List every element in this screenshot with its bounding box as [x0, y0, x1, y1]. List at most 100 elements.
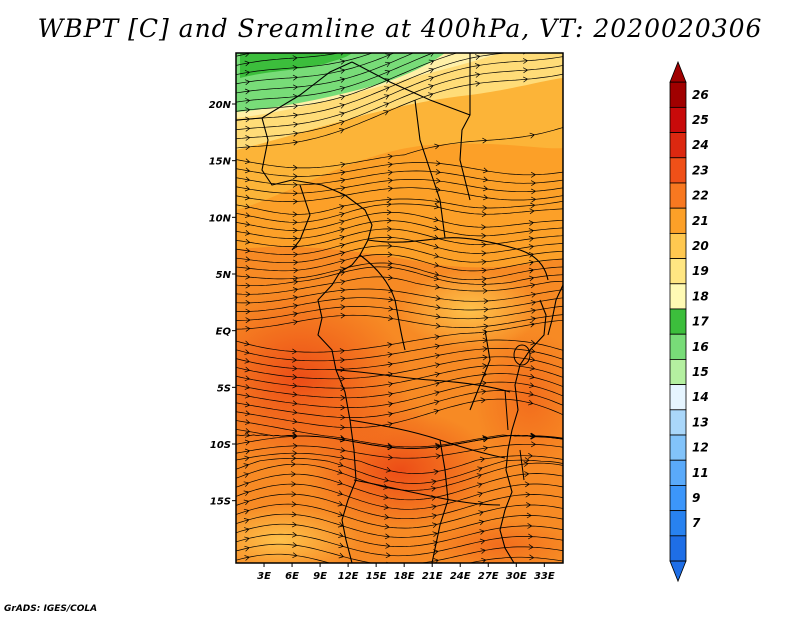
colorbar-label: 17 [692, 315, 709, 329]
lat-tick-label: 15S [210, 497, 231, 508]
colorbar-label: 14 [692, 390, 709, 404]
colorbar-label: 9 [692, 491, 700, 505]
colorbar-label: 11 [692, 466, 709, 480]
streamline [236, 542, 563, 563]
colorbar-label: 23 [692, 163, 709, 177]
colorbar-bottom-arrow [669, 560, 687, 583]
colorbar-segment [669, 207, 687, 234]
colorbar-label: 12 [692, 441, 709, 455]
streamlines [226, 0, 575, 603]
streamline [236, 346, 563, 373]
grads-credit: GrADS: IGES/COLA [4, 604, 98, 614]
colorbar-segment [669, 434, 687, 461]
chart-title: WBPT [C] and Sreamline at 400hPa, VT: 20… [37, 14, 763, 43]
streamline [236, 491, 563, 520]
streamline [236, 177, 563, 197]
map-frame [235, 52, 564, 564]
colorbar-segment [669, 283, 687, 310]
lat-tick-label: 20N [209, 100, 232, 111]
streamline [236, 552, 563, 563]
colorbar: 7 9 11 12 13 14 15 16 17 18 19 20 21 22 23 24 25 26 [669, 60, 709, 583]
colorbar-label: 25 [692, 113, 709, 127]
colorbar-segment [669, 232, 687, 259]
colorbar-label: 16 [692, 340, 709, 354]
colorbar-segment [669, 535, 687, 562]
streamline [236, 450, 563, 475]
streamline [236, 274, 563, 298]
streamline [236, 304, 563, 324]
lon-ticks: 3E 6E 9E 12E 15E 18E 21E 24E 27E 30E 33E [257, 563, 555, 582]
streamline [236, 56, 563, 132]
lon-tick-label: 3E [257, 571, 271, 582]
colorbar-label: 13 [692, 415, 709, 429]
streamline [226, 0, 574, 32]
streamline [236, 201, 563, 226]
streamline [236, 531, 563, 559]
lat-tick-label: EQ [216, 327, 232, 338]
lon-tick-label: 6E [285, 571, 299, 582]
lat-tick-label: 5N [216, 270, 232, 281]
streamline [236, 226, 563, 250]
streamline [226, 583, 575, 603]
colorbar-label: 20 [692, 239, 709, 253]
colorbar-label: 15 [692, 365, 709, 379]
lon-tick-label: 12E [338, 571, 359, 582]
streamline [236, 354, 563, 382]
colorbar-segment [669, 182, 687, 209]
lat-tick-label: 10N [209, 213, 232, 224]
streamline [236, 196, 563, 218]
streamline [236, 380, 563, 411]
streamline [226, 0, 574, 41]
lon-tick-label: 21E [422, 571, 443, 582]
streamline [236, 319, 563, 355]
lon-tick-label: 33E [534, 571, 555, 582]
streamline [236, 251, 563, 274]
lon-tick-label: 18E [394, 571, 415, 582]
streamline [236, 65, 563, 141]
streamline [236, 397, 563, 431]
streamline [236, 127, 563, 171]
lat-ticks: 20N 15N 10N 5N EQ 5S 10S 15S [209, 100, 236, 508]
colorbar-segment [669, 132, 687, 159]
streamline [236, 73, 563, 150]
colorbar-segment [669, 359, 687, 386]
lon-tick-label: 27E [478, 571, 499, 582]
lat-tick-label: 15N [209, 157, 232, 168]
streamline [236, 260, 563, 282]
colorbar-label: 26 [692, 88, 709, 102]
colorbar-segment [669, 157, 687, 184]
coastlines-borders [236, 53, 563, 563]
colorbar-segment [669, 81, 687, 108]
colorbar-label: 18 [692, 289, 709, 303]
streamline [236, 53, 344, 67]
streamline [236, 160, 563, 180]
streamline [236, 461, 563, 492]
colorbar-top-arrow [669, 60, 687, 83]
colorbar-segment [669, 308, 687, 335]
streamline [236, 287, 563, 306]
colorbar-label: 7 [692, 516, 701, 530]
colorbar-segment [669, 106, 687, 133]
streamline [236, 264, 563, 289]
lon-tick-label: 9E [313, 571, 327, 582]
streamline [236, 53, 396, 86]
colorbar-label: 22 [692, 189, 709, 203]
streamline [236, 441, 563, 461]
streamline [236, 455, 563, 485]
streamline [236, 53, 374, 76]
streamline [236, 217, 563, 242]
streamline [236, 371, 563, 401]
lon-tick-label: 24E [450, 571, 471, 582]
streamline [226, 0, 574, 23]
lon-tick-label: 30E [506, 571, 527, 582]
streamline [236, 53, 253, 57]
colorbar-segment [669, 258, 687, 285]
streamline [236, 388, 563, 421]
streamline [236, 501, 563, 530]
lat-tick-label: 10S [210, 440, 231, 451]
streamline [236, 521, 563, 549]
wbpt-shaded-field [236, 53, 563, 563]
colorbar-segment [669, 409, 687, 436]
streamline [236, 432, 563, 451]
